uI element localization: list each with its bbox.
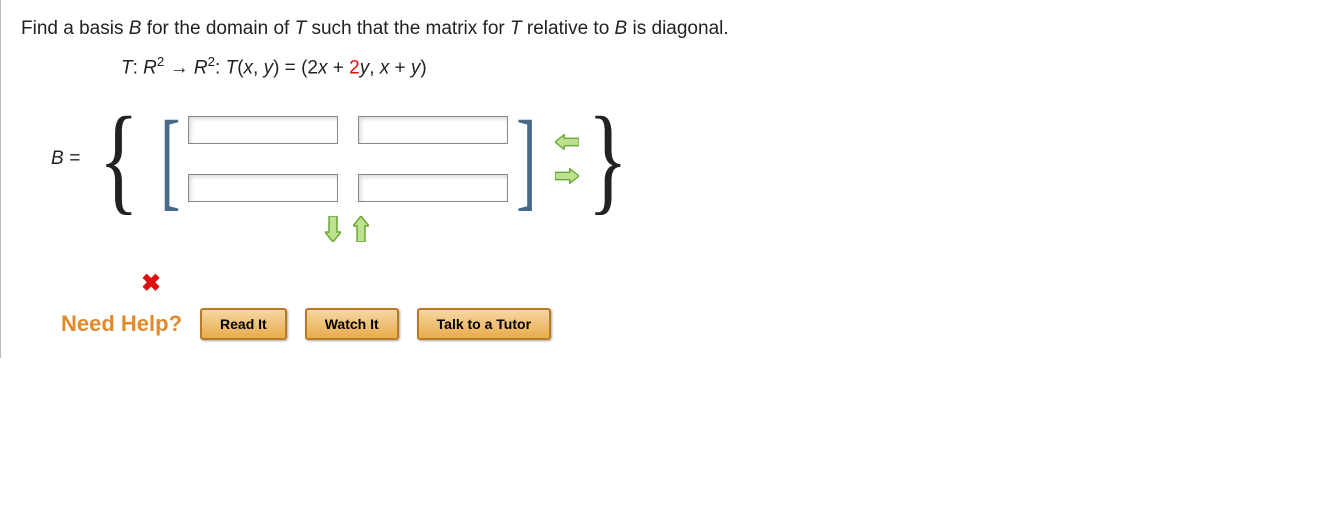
trans-colon: : (133, 57, 144, 78)
matrix-cell-1-1[interactable] (358, 174, 508, 202)
trans-colon2: : (215, 57, 226, 78)
b-equals-label: B = (51, 148, 80, 170)
add-row-arrow-icon[interactable] (321, 219, 345, 239)
bracket-right: ] (517, 113, 537, 207)
remove-column-arrow-icon[interactable] (555, 132, 579, 152)
question-prompt: Find a basis B for the domain of T such … (21, 18, 1301, 40)
matrix-cell-0-0[interactable] (188, 116, 338, 144)
read-it-button[interactable]: Read It (200, 308, 287, 340)
trans-R2: R (194, 57, 208, 78)
trans-two: 2 (349, 57, 360, 78)
answer-area: B = { [ ] } (51, 105, 1301, 213)
trans-close2: ) (420, 57, 426, 78)
incorrect-icon: ✖ (141, 269, 1301, 298)
add-column-arrow-icon[interactable] (555, 166, 579, 186)
talk-to-tutor-button[interactable]: Talk to a Tutor (417, 308, 551, 340)
transformation-definition: T: R2 → R2: T(x, y) = (2x + 2y, x + y) (121, 54, 1301, 79)
trans-y2: y (360, 57, 370, 78)
need-help-label: Need Help? (61, 311, 182, 337)
trans-comma: , (253, 57, 264, 78)
matrix-grid (188, 110, 508, 208)
prompt-mid2: such that the matrix for (306, 18, 510, 39)
prompt-pre: Find a basis (21, 18, 129, 39)
trans-comma2: , (369, 57, 380, 78)
bracket-left: [ (160, 113, 180, 207)
prompt-T2: T (510, 18, 522, 39)
trans-plus: + (327, 57, 349, 78)
trans-plus2: + (389, 57, 411, 78)
prompt-T: T (295, 18, 307, 39)
prompt-mid3: relative to (522, 18, 615, 39)
remove-row-arrow-icon[interactable] (349, 219, 373, 239)
prompt-B2: B (615, 18, 628, 39)
matrix-cell-1-0[interactable] (188, 174, 338, 202)
trans-sup2: 2 (208, 54, 215, 69)
trans-x3: x (380, 57, 390, 78)
matrix-cell-0-1[interactable] (358, 116, 508, 144)
brace-right: } (588, 105, 628, 213)
matrix: [ ] (152, 110, 545, 208)
trans-T2: T (226, 57, 238, 78)
prompt-end: is diagonal. (627, 18, 728, 39)
watch-it-button[interactable]: Watch It (305, 308, 399, 340)
help-row: Need Help? Read It Watch It Talk to a Tu… (61, 308, 1301, 340)
x-glyph: ✖ (141, 270, 161, 297)
column-arrows (555, 132, 579, 186)
row-arrows (321, 219, 1301, 239)
brace-left: { (99, 105, 139, 213)
trans-R1: R (143, 57, 157, 78)
trans-open2: (2 (301, 57, 318, 78)
trans-y1: y (264, 57, 274, 78)
trans-eq: = (279, 57, 301, 78)
prompt-mid1: for the domain of (141, 18, 294, 39)
trans-y3: y (411, 57, 421, 78)
trans-T: T (121, 57, 133, 78)
trans-arrow: → (164, 57, 194, 78)
prompt-B: B (129, 18, 142, 39)
trans-x1: x (244, 57, 254, 78)
